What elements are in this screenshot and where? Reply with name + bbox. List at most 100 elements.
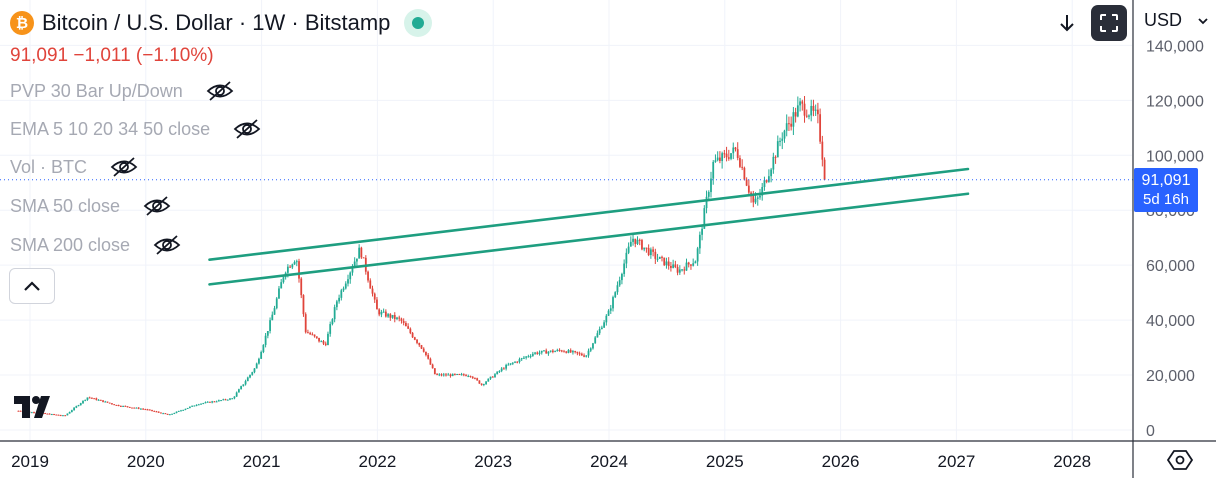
indicator-legend-item[interactable]: SMA 200 close: [10, 231, 182, 259]
candle-body: [91, 397, 93, 399]
candle-body: [551, 350, 554, 353]
x-tick-label: 2020: [127, 452, 165, 471]
candle-body: [88, 397, 91, 399]
candle-body: [93, 398, 96, 400]
indicator-legend-item[interactable]: EMA 5 10 20 34 50 close: [10, 115, 262, 143]
candle-body: [721, 153, 724, 161]
candle-body: [224, 399, 227, 401]
candle-body: [160, 412, 162, 414]
candle-body: [186, 407, 189, 409]
indicator-legend-item[interactable]: SMA 50 close: [10, 192, 172, 220]
candle-body: [719, 157, 721, 161]
candle-body: [387, 314, 389, 317]
indicator-legend-item[interactable]: Vol · BTC: [10, 153, 139, 181]
candle-body: [209, 401, 211, 403]
candle-body: [53, 414, 55, 416]
candle-body: [672, 264, 675, 268]
indicator-label: PVP 30 Bar Up/Down: [10, 80, 183, 101]
eye-off-icon[interactable]: [109, 155, 139, 179]
candle-body: [146, 409, 149, 411]
candle-body: [162, 413, 165, 415]
candle-body: [300, 278, 303, 296]
candle-body: [246, 377, 249, 382]
candle-body: [436, 374, 438, 376]
candle-body: [482, 384, 485, 386]
current-price-tag: 91,091 5d 16h: [1134, 168, 1198, 212]
candle-body: [195, 404, 198, 406]
collapse-legend-button[interactable]: [9, 268, 55, 304]
candle-body: [489, 376, 492, 379]
candle-body: [747, 185, 750, 193]
candle-body: [217, 400, 220, 402]
candle-body: [779, 140, 781, 142]
candle-body: [119, 405, 122, 407]
candle-body: [698, 234, 701, 249]
candle-body: [607, 310, 610, 316]
candle-body: [122, 405, 124, 407]
candle-body: [70, 410, 73, 412]
candle-body: [543, 350, 545, 352]
candle-body: [821, 141, 824, 160]
candle-body: [50, 414, 53, 416]
candle-body: [418, 342, 421, 346]
indicator-legend-item[interactable]: PVP 30 Bar Up/Down: [10, 77, 235, 105]
eye-off-icon[interactable]: [152, 233, 182, 257]
eye-off-icon[interactable]: [142, 194, 172, 218]
candle-body: [763, 180, 766, 188]
candle-body: [291, 264, 294, 268]
candle-body: [173, 413, 176, 415]
candle-body: [685, 262, 688, 271]
candle-body: [730, 153, 732, 159]
candle-body: [743, 167, 746, 180]
candle-body: [66, 413, 69, 416]
candle-body: [663, 257, 666, 266]
x-tick-label: 2028: [1053, 452, 1091, 471]
candle-body: [469, 375, 472, 377]
candle-body: [605, 315, 608, 323]
eye-off-icon[interactable]: [232, 117, 262, 141]
candle-body: [104, 401, 107, 403]
market-open-status-icon[interactable]: [404, 9, 433, 37]
candle-body: [585, 355, 588, 357]
candle-body: [794, 112, 797, 117]
eye-off-icon[interactable]: [205, 79, 235, 103]
candle-body: [563, 351, 565, 353]
candle-body: [670, 265, 672, 268]
candle-body: [106, 401, 109, 403]
candle-body: [567, 350, 570, 353]
settings-hexagon-icon[interactable]: [1166, 448, 1194, 472]
candle-body: [351, 267, 354, 273]
candle-body: [632, 238, 634, 242]
currency-selector[interactable]: USD: [1144, 10, 1208, 31]
candle-body: [674, 264, 677, 268]
candle-body: [324, 343, 327, 346]
candle-body: [126, 406, 129, 408]
candle-body: [202, 403, 205, 405]
candle-body: [460, 374, 463, 376]
candle-body: [583, 355, 585, 357]
candle-body: [649, 249, 652, 256]
candle-body: [353, 261, 356, 268]
download-button[interactable]: [1050, 6, 1084, 40]
candle-body: [523, 357, 525, 359]
candle-body: [723, 153, 726, 155]
tradingview-logo-icon: [14, 396, 50, 418]
candle-body: [342, 288, 345, 291]
candle-body: [362, 257, 365, 259]
candle-body: [556, 349, 559, 352]
candle-body: [413, 337, 416, 340]
trendline[interactable]: [208, 192, 970, 286]
candle-body: [153, 410, 156, 412]
candle-body: [422, 348, 425, 352]
candle-body: [442, 374, 445, 376]
symbol-title[interactable]: Bitcoin / U.S. Dollar · 1W · Bitstamp: [42, 10, 391, 35]
trendline[interactable]: [208, 167, 970, 261]
candle-body: [235, 392, 238, 397]
candle-body: [614, 292, 617, 298]
candle-body: [578, 353, 581, 355]
fullscreen-button[interactable]: [1091, 5, 1127, 41]
candle-body: [525, 356, 528, 358]
candle-body: [658, 256, 661, 259]
